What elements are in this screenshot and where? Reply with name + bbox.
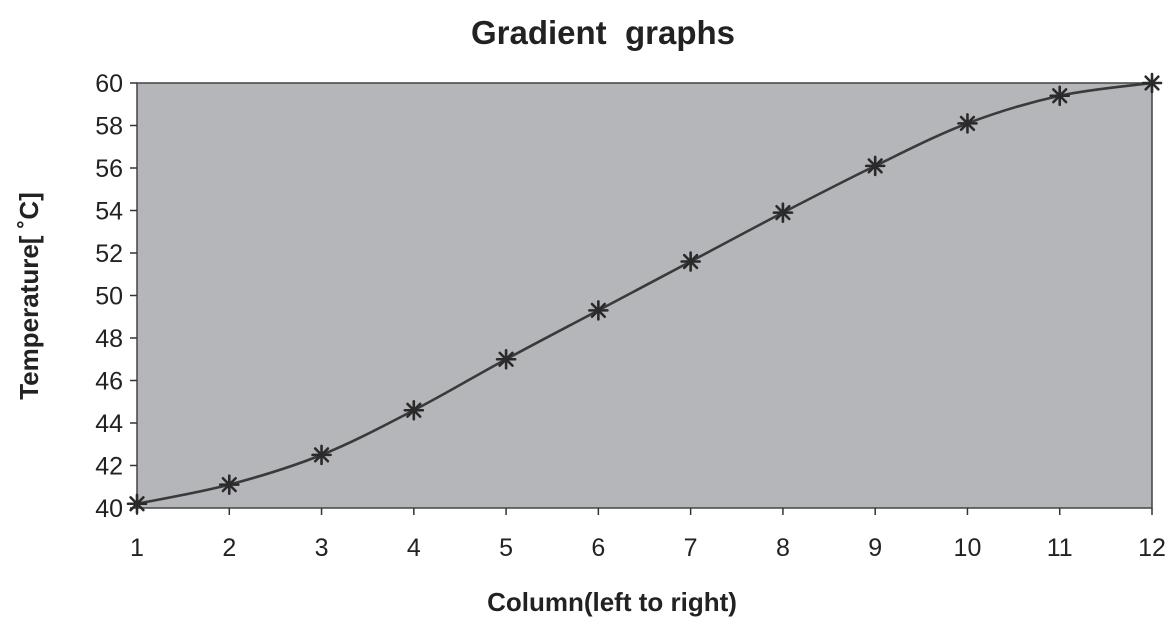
data-point-marker: [1049, 85, 1071, 107]
x-tick-label: 6: [591, 534, 605, 562]
plot-area: [136, 82, 1153, 509]
y-axis: 40 42 44 46 48 50 52 54 56 58 60: [95, 70, 137, 523]
y-tick-label: 40: [95, 495, 123, 523]
y-axis-label: Temperature[ ˚C]: [14, 192, 44, 400]
x-tick-label: 9: [868, 534, 882, 562]
chart-title: Gradient graphs: [471, 14, 735, 51]
x-tick-label: 2: [222, 534, 236, 562]
y-tick-label: 48: [95, 325, 123, 353]
y-tick-label: 60: [95, 70, 123, 98]
x-tick-label: 7: [684, 534, 698, 562]
x-axis: 1 2 3 4 5 6 7 8 9 10 11 12: [130, 508, 1166, 562]
y-tick-label: 54: [95, 198, 123, 226]
data-point-marker: [403, 399, 425, 421]
y-tick-label: 42: [95, 453, 123, 481]
data-point-marker: [864, 155, 886, 177]
x-tick-label: 5: [499, 534, 513, 562]
x-tick-label: 10: [954, 534, 982, 562]
data-point-marker: [957, 113, 978, 134]
series-markers: [126, 72, 1163, 515]
y-tick-label: 50: [95, 283, 123, 311]
data-point-marker: [772, 202, 794, 223]
data-point-marker: [680, 251, 701, 272]
x-tick-label: 8: [776, 534, 790, 562]
y-tick-label: 44: [95, 410, 123, 438]
x-tick-label: 12: [1138, 534, 1166, 562]
x-tick-label: 1: [130, 534, 144, 562]
x-tick-label: 11: [1047, 534, 1073, 562]
data-point-marker: [588, 300, 609, 321]
x-axis-label: Column(left to right): [487, 587, 737, 617]
x-tick-label: 4: [407, 534, 421, 562]
data-point-marker: [1141, 72, 1163, 94]
data-point-marker: [218, 474, 240, 495]
data-point-marker: [126, 493, 148, 515]
x-tick-label: 3: [315, 534, 329, 562]
data-point-marker: [495, 348, 517, 370]
y-tick-label: 46: [95, 368, 123, 396]
y-tick-label: 58: [95, 113, 123, 141]
y-tick-label: 56: [95, 155, 123, 183]
y-tick-label: 52: [95, 240, 123, 268]
data-point-marker: [311, 444, 332, 466]
